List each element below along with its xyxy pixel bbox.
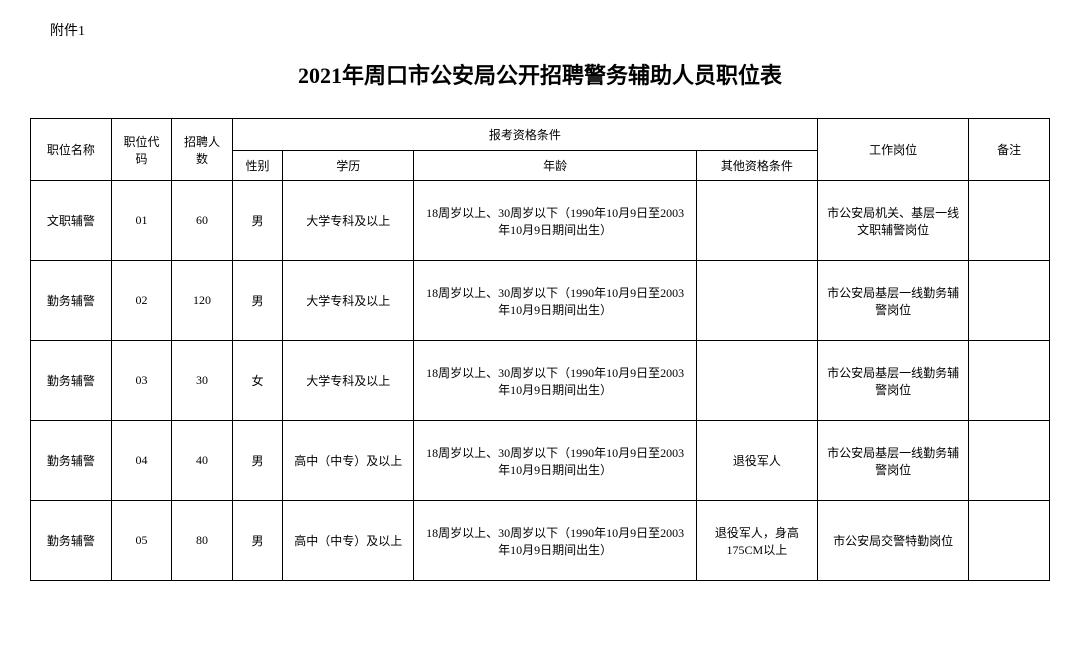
col-header-position: 职位名称 <box>31 119 112 181</box>
cell-position: 勤务辅警 <box>31 341 112 421</box>
table-row: 文职辅警0160男大学专科及以上18周岁以上、30周岁以下（1990年10月9日… <box>31 181 1050 261</box>
cell-other <box>696 261 817 341</box>
col-header-remark: 备注 <box>969 119 1050 181</box>
cell-education: 高中（中专）及以上 <box>283 501 414 581</box>
cell-count: 60 <box>172 181 233 261</box>
cell-work: 市公安局机关、基层一线文职辅警岗位 <box>817 181 968 261</box>
cell-gender: 女 <box>232 341 282 421</box>
cell-count: 40 <box>172 421 233 501</box>
col-header-work: 工作岗位 <box>817 119 968 181</box>
cell-gender: 男 <box>232 501 282 581</box>
cell-count: 120 <box>172 261 233 341</box>
cell-education: 大学专科及以上 <box>283 341 414 421</box>
cell-position: 文职辅警 <box>31 181 112 261</box>
cell-remark <box>969 181 1050 261</box>
cell-work: 市公安局基层一线勤务辅警岗位 <box>817 261 968 341</box>
col-header-other: 其他资格条件 <box>696 151 817 181</box>
cell-other: 退役军人 <box>696 421 817 501</box>
col-header-education: 学历 <box>283 151 414 181</box>
cell-gender: 男 <box>232 421 282 501</box>
cell-remark <box>969 501 1050 581</box>
cell-age: 18周岁以上、30周岁以下（1990年10月9日至2003年10月9日期间出生） <box>414 261 696 341</box>
positions-table: 职位名称 职位代码 招聘人数 报考资格条件 工作岗位 备注 性别 学历 年龄 其… <box>30 118 1050 581</box>
cell-other <box>696 341 817 421</box>
cell-remark <box>969 261 1050 341</box>
table-header-row-1: 职位名称 职位代码 招聘人数 报考资格条件 工作岗位 备注 <box>31 119 1050 151</box>
table-row: 勤务辅警0580男高中（中专）及以上18周岁以上、30周岁以下（1990年10月… <box>31 501 1050 581</box>
cell-code: 04 <box>111 421 172 501</box>
cell-other: 退役军人，身高175CM以上 <box>696 501 817 581</box>
table-row: 勤务辅警0440男高中（中专）及以上18周岁以上、30周岁以下（1990年10月… <box>31 421 1050 501</box>
cell-education: 高中（中专）及以上 <box>283 421 414 501</box>
table-row: 勤务辅警0330女大学专科及以上18周岁以上、30周岁以下（1990年10月9日… <box>31 341 1050 421</box>
attachment-label: 附件1 <box>50 20 1050 40</box>
cell-remark <box>969 421 1050 501</box>
cell-code: 05 <box>111 501 172 581</box>
cell-age: 18周岁以上、30周岁以下（1990年10月9日至2003年10月9日期间出生） <box>414 421 696 501</box>
cell-age: 18周岁以上、30周岁以下（1990年10月9日至2003年10月9日期间出生） <box>414 341 696 421</box>
col-header-age: 年龄 <box>414 151 696 181</box>
cell-work: 市公安局基层一线勤务辅警岗位 <box>817 341 968 421</box>
cell-education: 大学专科及以上 <box>283 181 414 261</box>
cell-code: 01 <box>111 181 172 261</box>
cell-education: 大学专科及以上 <box>283 261 414 341</box>
cell-gender: 男 <box>232 261 282 341</box>
col-header-code: 职位代码 <box>111 119 172 181</box>
cell-remark <box>969 341 1050 421</box>
cell-position: 勤务辅警 <box>31 501 112 581</box>
cell-age: 18周岁以上、30周岁以下（1990年10月9日至2003年10月9日期间出生） <box>414 501 696 581</box>
cell-work: 市公安局交警特勤岗位 <box>817 501 968 581</box>
cell-position: 勤务辅警 <box>31 261 112 341</box>
page-title: 2021年周口市公安局公开招聘警务辅助人员职位表 <box>30 58 1050 90</box>
col-header-qual-group: 报考资格条件 <box>232 119 817 151</box>
col-header-count: 招聘人数 <box>172 119 233 181</box>
cell-count: 80 <box>172 501 233 581</box>
cell-code: 03 <box>111 341 172 421</box>
table-row: 勤务辅警02120男大学专科及以上18周岁以上、30周岁以下（1990年10月9… <box>31 261 1050 341</box>
cell-other <box>696 181 817 261</box>
cell-work: 市公安局基层一线勤务辅警岗位 <box>817 421 968 501</box>
cell-position: 勤务辅警 <box>31 421 112 501</box>
cell-age: 18周岁以上、30周岁以下（1990年10月9日至2003年10月9日期间出生） <box>414 181 696 261</box>
cell-gender: 男 <box>232 181 282 261</box>
col-header-gender: 性别 <box>232 151 282 181</box>
cell-count: 30 <box>172 341 233 421</box>
cell-code: 02 <box>111 261 172 341</box>
